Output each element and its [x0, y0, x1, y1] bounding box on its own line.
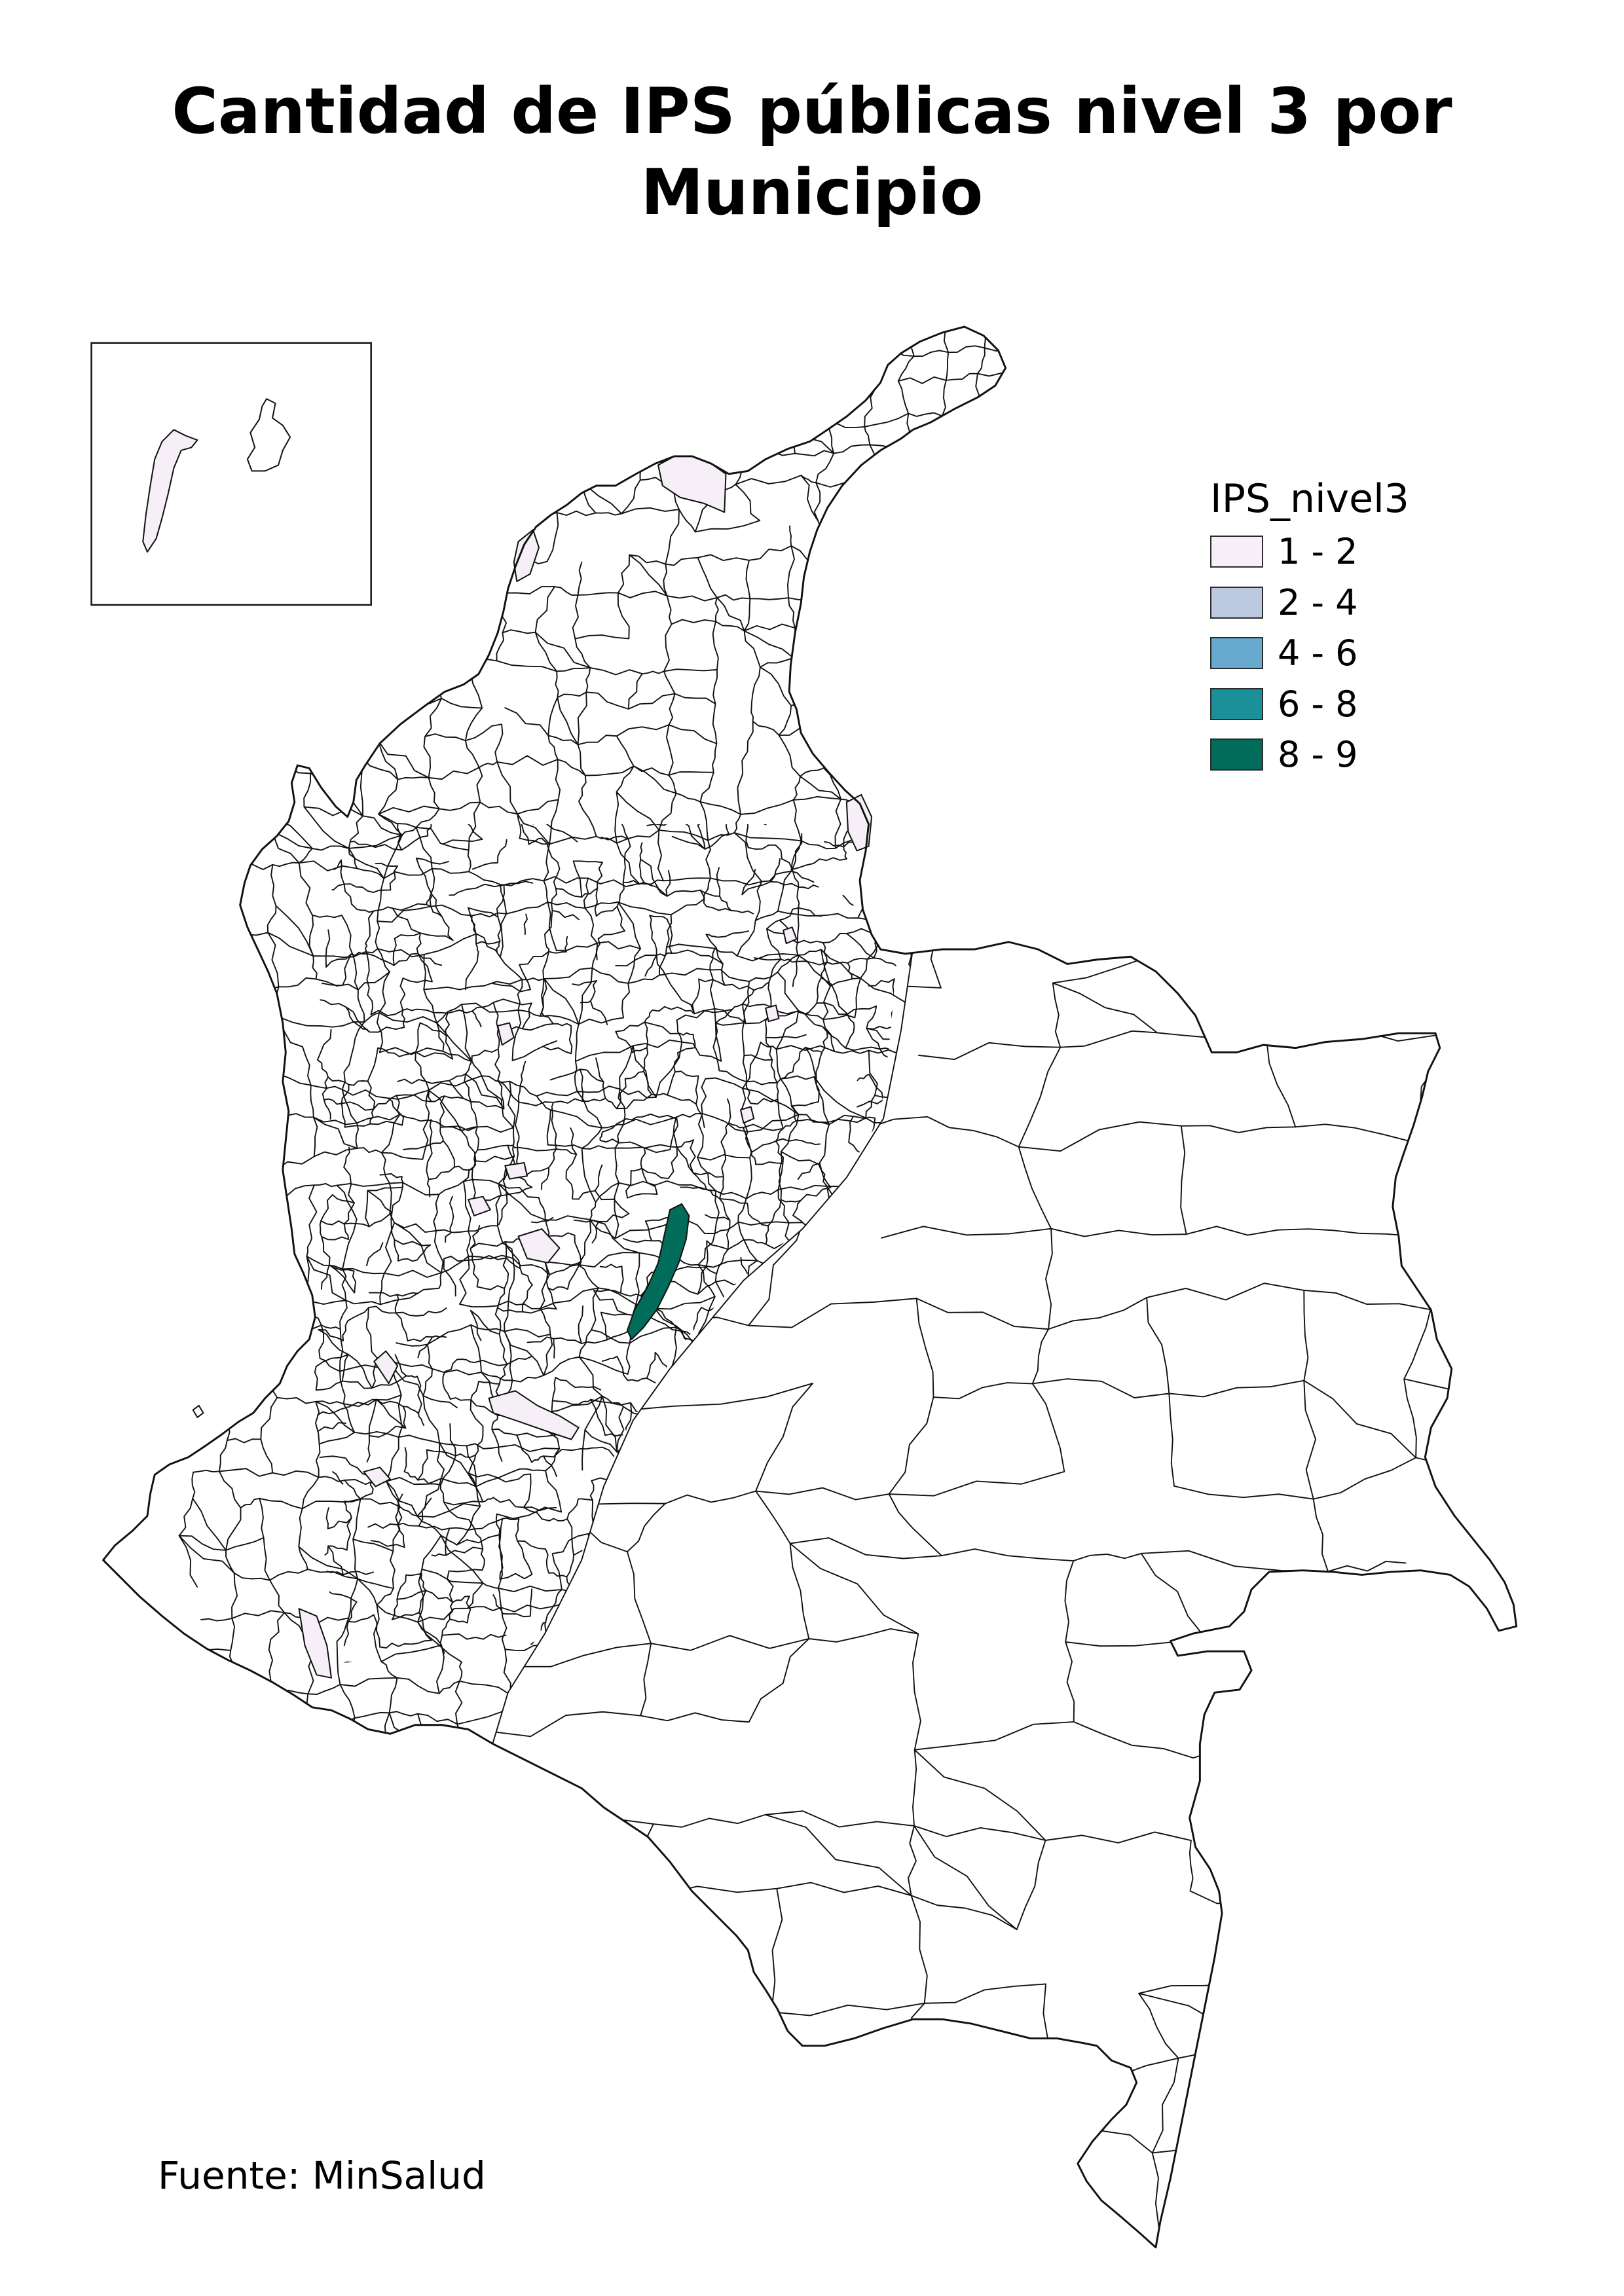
legend-item: 6 - 8 [1210, 683, 1358, 725]
legend-label: 4 - 6 [1278, 632, 1358, 674]
legend-item: 4 - 6 [1210, 632, 1358, 674]
municipality-class-1-2 [739, 1106, 755, 1124]
legend-item: 1 - 2 [1210, 531, 1358, 572]
municipality-class-1-2 [845, 793, 873, 852]
municipality-class-1-2 [497, 1022, 515, 1046]
legend-label: 1 - 2 [1278, 531, 1358, 572]
islands-inset [90, 342, 372, 606]
legend-swatch [1210, 688, 1263, 720]
municipality-class-1-2 [363, 1467, 391, 1487]
legend-item: 2 - 4 [1210, 582, 1358, 623]
source-credit: Fuente: MinSalud [158, 2153, 486, 2198]
municipality-class-1-2 [783, 926, 798, 945]
municipality-class-1-2 [504, 1161, 528, 1180]
inset-frame [90, 342, 372, 606]
map-title: Cantidad de IPS públicas nivel 3 por Mun… [0, 71, 1624, 233]
legend-label: 2 - 4 [1278, 582, 1358, 623]
legend-label: 8 - 9 [1278, 734, 1358, 775]
municipality-class-8-9 [626, 1203, 690, 1340]
municipality-class-1-2 [765, 1004, 780, 1023]
municipality-class-1-2 [517, 1228, 561, 1264]
legend-item: 8 - 9 [1210, 734, 1358, 775]
san-andres-island [142, 429, 198, 553]
legend: IPS_nivel3 1 - 2 2 - 4 4 - 6 6 - 8 8 - 9 [1210, 476, 1577, 777]
municipality-class-1-2 [468, 1195, 491, 1216]
legend-swatch [1210, 536, 1263, 568]
municipality-class-1-2 [298, 1608, 333, 1679]
legend-label: 6 - 8 [1278, 683, 1358, 725]
legend-swatch [1210, 637, 1263, 669]
map-title-line-2: Municipio [640, 156, 984, 229]
legend-swatch [1210, 587, 1263, 619]
legend-swatch [1210, 738, 1263, 771]
map-title-line-1: Cantidad de IPS públicas nivel 3 por [172, 75, 1452, 148]
colombia-land [103, 327, 1517, 2248]
gorgona-island [192, 1404, 204, 1418]
legend-title: IPS_nivel3 [1210, 476, 1409, 522]
municipality-class-1-2 [488, 1390, 580, 1440]
municipality-class-1-2 [373, 1350, 399, 1385]
providencia-island [246, 398, 291, 472]
colombia-outline [102, 325, 1518, 2249]
